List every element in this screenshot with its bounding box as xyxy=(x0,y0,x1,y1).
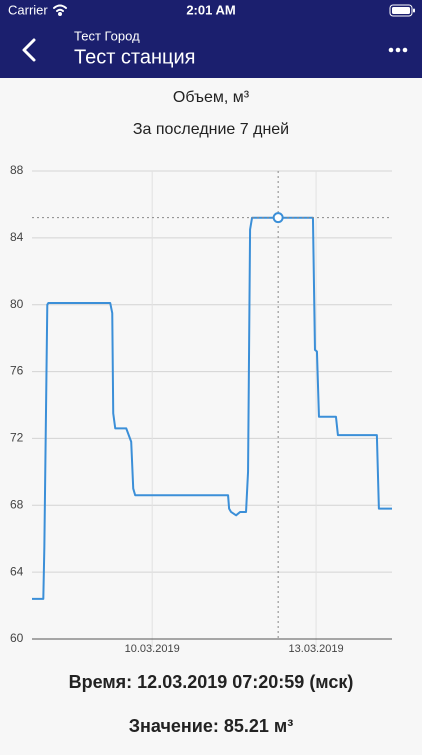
chart-subtitle: За последние 7 дней xyxy=(133,121,289,138)
y-tick-label: 76 xyxy=(10,364,24,378)
selected-point xyxy=(272,212,284,224)
y-tick-label: 60 xyxy=(10,631,24,645)
data-line xyxy=(32,216,392,600)
y-tick-label: 88 xyxy=(10,163,24,177)
chart-title: Объем, м³ xyxy=(173,89,250,106)
more-button[interactable] xyxy=(388,47,408,53)
x-tick-label: 13.03.2019 xyxy=(289,643,344,655)
x-tick-label: 10.03.2019 xyxy=(125,643,180,655)
nav-title: Тест станция xyxy=(74,46,196,68)
y-tick-label: 84 xyxy=(10,230,24,244)
nav-bar xyxy=(0,0,422,78)
y-tick-label: 72 xyxy=(10,431,24,445)
y-tick-label: 68 xyxy=(10,497,24,511)
clock: 2:01 AM xyxy=(186,2,235,17)
wifi-icon xyxy=(53,4,67,16)
back-button[interactable] xyxy=(22,38,36,62)
plot: 60 64 68 72 76 80 84 88 10.03.2019 13.03.2019 xyxy=(10,163,392,655)
nav-subtitle: Тест Город xyxy=(74,28,140,43)
time-readout: Время: 12.03.2019 07:20:59 (мск) xyxy=(69,672,354,692)
battery-icon xyxy=(389,4,415,17)
y-tick-label: 80 xyxy=(10,297,24,311)
value-readout: Значение: 85.21 м³ xyxy=(129,716,293,736)
y-tick-label: 64 xyxy=(10,564,24,578)
carrier: Carrier xyxy=(8,2,48,17)
